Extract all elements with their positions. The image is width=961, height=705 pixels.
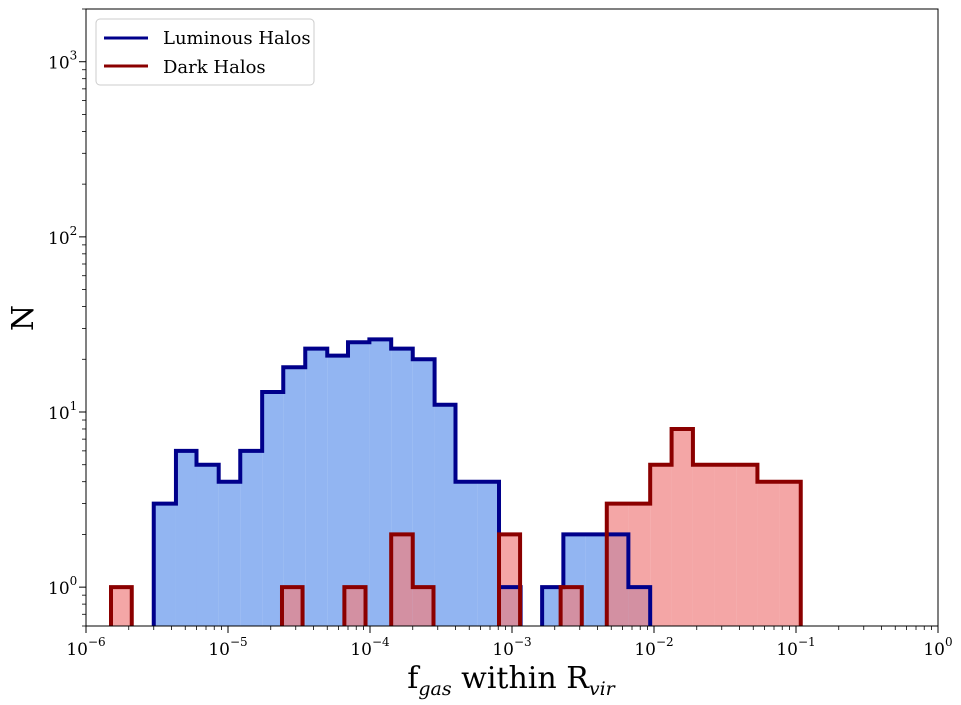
dark-bar-fill (391, 534, 413, 626)
dark-bar-fill (412, 587, 434, 626)
axis-ticks: 10−6 10−5 10−4 10−3 10−2 10−1 100 100 101 102 103 (48, 8, 953, 660)
dark-bar-fill (736, 464, 758, 626)
histogram-outlines (109, 337, 803, 626)
dark-histogram-outline (279, 585, 305, 626)
x-tick-label: 10−1 (776, 635, 815, 660)
luminous-bar-fill (434, 404, 456, 626)
x-tick-label: 100 (923, 635, 952, 660)
luminous-bar-fill (240, 450, 263, 626)
y-tick-label: 100 (48, 574, 77, 599)
luminous-histogram-outline (151, 337, 523, 626)
x-tick-label: 10−6 (66, 635, 105, 660)
legend-label-dark: Dark Halos (163, 57, 266, 78)
dark-histogram-outline (342, 585, 368, 626)
dark-bar-fill (757, 481, 780, 626)
luminous-bar-fill (455, 481, 478, 626)
luminous-bar-fill (262, 392, 284, 626)
dark-histogram-outline (389, 532, 436, 626)
luminous-bar-fill (369, 339, 392, 626)
luminous-bar-fill (196, 464, 219, 626)
y-tick-label: 103 (48, 49, 77, 74)
x-tick-label: 10−3 (492, 635, 531, 660)
dark-bar-fill (628, 503, 651, 626)
luminous-bar-fill (305, 348, 328, 626)
y-tick-label: 101 (48, 399, 77, 424)
dark-histogram-outline (558, 585, 584, 626)
dark-bar-fill (692, 464, 715, 626)
dark-bar-fill (281, 587, 303, 626)
luminous-bar-fill (542, 587, 564, 626)
dark-bar-fill (111, 587, 132, 626)
dark-bar-fill (499, 534, 521, 626)
luminous-bar-fill (327, 355, 349, 626)
x-tick-label: 10−4 (350, 635, 390, 660)
luminous-bar-fill (585, 534, 607, 626)
y-axis-label: N (6, 305, 41, 331)
dark-histogram-outline (497, 532, 523, 626)
x-tick-label: 10−2 (634, 635, 673, 660)
luminous-bar-fill (153, 503, 176, 626)
legend: Luminous Halos Dark Halos (95, 18, 315, 86)
dark-bar-fill (671, 428, 693, 626)
dark-bar-fill (650, 464, 672, 626)
luminous-bar-fill (283, 367, 306, 626)
histogram-fills (111, 339, 801, 626)
x-tick-label: 10−5 (208, 635, 247, 660)
x-axis-label: fgas within Rvir (407, 661, 616, 700)
dark-bar-fill (779, 481, 801, 626)
dark-bar-fill (714, 464, 737, 626)
luminous-bar-fill (477, 481, 500, 626)
luminous-bar-fill (175, 450, 197, 626)
luminous-bar-fill (218, 481, 241, 626)
luminous-histogram-outline (540, 532, 653, 626)
y-tick-label: 102 (48, 224, 77, 249)
dark-bar-fill (344, 587, 366, 626)
legend-label-luminous: Luminous Halos (163, 28, 311, 49)
dark-histogram-outline (109, 585, 134, 626)
luminous-bar-fill (412, 359, 435, 626)
legend-box (95, 18, 315, 86)
dark-bar-fill (606, 503, 629, 626)
dark-histogram-outline (604, 426, 803, 626)
luminous-bar-fill (348, 342, 370, 626)
dark-bar-fill (560, 587, 582, 626)
